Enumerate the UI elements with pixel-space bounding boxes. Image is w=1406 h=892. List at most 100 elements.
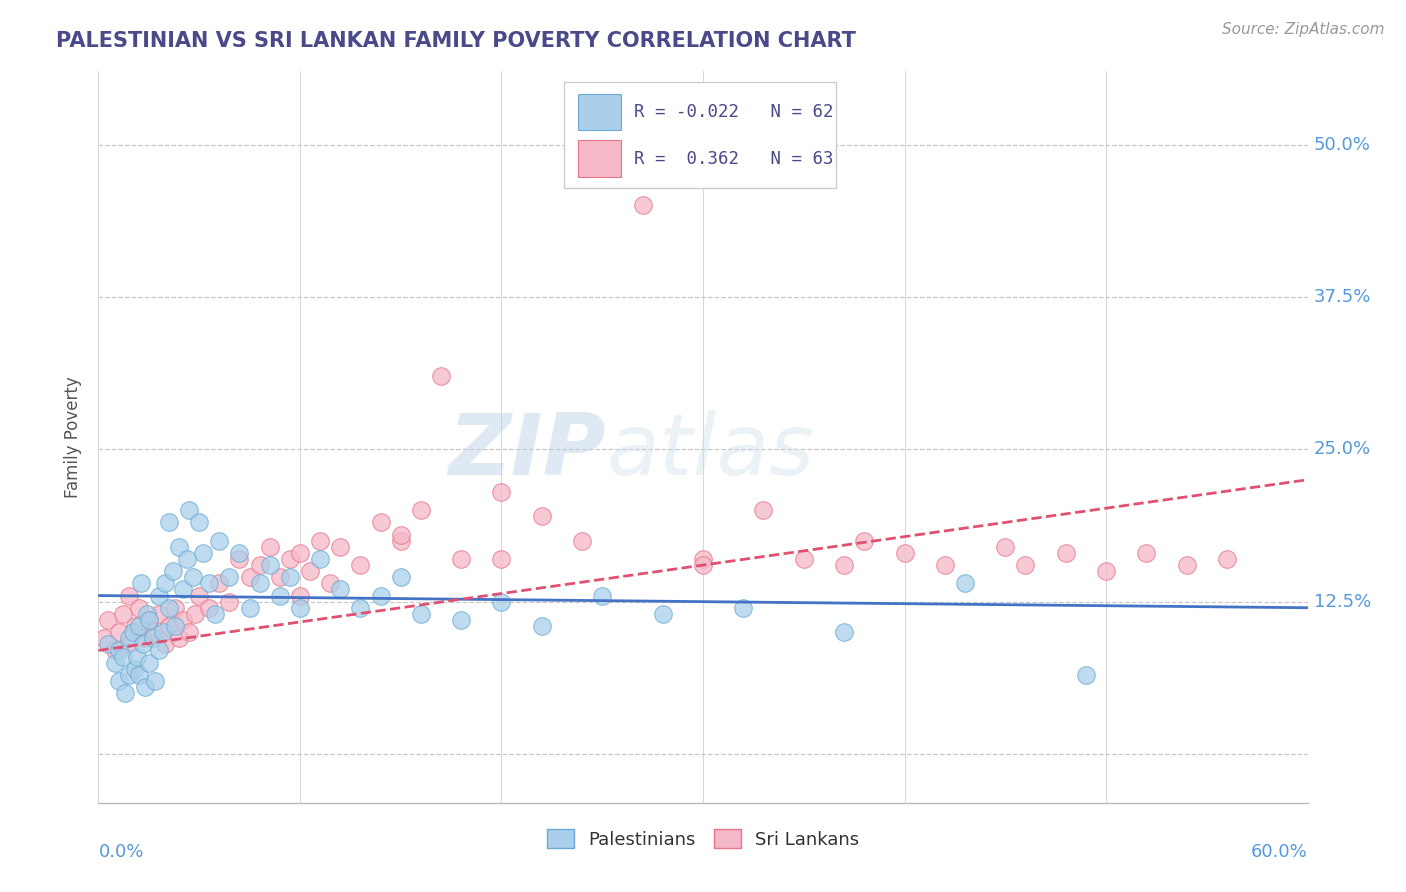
Point (97, 637, 120, 651)
Point (218, 594, 240, 608)
Point (228, 552, 250, 566)
Point (239, 570, 262, 584)
Point (167, 632, 190, 646)
Point (198, 576, 221, 591)
Point (329, 582, 352, 597)
Point (1175, 558, 1198, 573)
Point (269, 570, 291, 584)
Point (193, 546, 215, 560)
Point (409, 607, 432, 621)
Point (157, 516, 180, 530)
Point (135, 607, 157, 621)
Point (269, 589, 291, 603)
Point (309, 552, 332, 566)
Point (148, 643, 170, 657)
Legend: Palestinians, Sri Lankans: Palestinians, Sri Lankans (540, 822, 866, 856)
Text: R = -0.022   N = 62: R = -0.022 N = 62 (634, 103, 834, 121)
Point (530, 619, 553, 633)
FancyBboxPatch shape (578, 94, 621, 130)
Point (111, 649, 134, 664)
Point (124, 619, 146, 633)
Point (591, 589, 613, 603)
Point (389, 570, 412, 584)
Point (793, 552, 815, 566)
Point (1095, 564, 1118, 578)
Point (138, 656, 160, 670)
Point (118, 589, 141, 603)
Point (188, 589, 211, 603)
Point (107, 673, 129, 688)
Text: 12.5%: 12.5% (1313, 592, 1371, 611)
Point (208, 533, 231, 548)
Text: 60.0%: 60.0% (1251, 843, 1308, 861)
Point (631, 198, 654, 212)
Point (188, 516, 211, 530)
Point (179, 625, 201, 640)
Point (239, 600, 262, 615)
Point (181, 570, 204, 584)
Point (309, 533, 332, 548)
Point (893, 546, 915, 560)
Point (198, 600, 221, 615)
Point (370, 589, 392, 603)
Point (172, 582, 194, 597)
Point (530, 509, 553, 524)
Point (128, 667, 150, 681)
Text: atlas: atlas (606, 410, 814, 493)
Point (228, 546, 250, 560)
Point (153, 576, 176, 591)
Point (389, 527, 412, 541)
Point (121, 625, 143, 640)
Text: 0.0%: 0.0% (98, 843, 143, 861)
Point (118, 667, 141, 681)
Point (138, 613, 160, 627)
Text: 25.0%: 25.0% (1313, 441, 1371, 458)
Y-axis label: Family Poverty: Family Poverty (65, 376, 83, 498)
Point (370, 516, 392, 530)
Point (114, 686, 136, 700)
Point (93, 632, 115, 646)
Point (249, 576, 271, 591)
Point (651, 607, 673, 621)
Point (389, 533, 412, 548)
Point (278, 570, 301, 584)
Point (148, 607, 170, 621)
Point (319, 576, 342, 591)
Point (1054, 546, 1077, 560)
Text: PALESTINIAN VS SRI LANKAN FAMILY POVERTY CORRELATION CHART: PALESTINIAN VS SRI LANKAN FAMILY POVERTY… (56, 31, 856, 51)
Text: 50.0%: 50.0% (1313, 136, 1371, 153)
Point (142, 625, 165, 640)
Point (163, 600, 186, 615)
Point (208, 576, 231, 591)
Point (148, 589, 170, 603)
Point (288, 600, 311, 615)
Point (132, 637, 155, 651)
Text: R =  0.362   N = 63: R = 0.362 N = 63 (634, 150, 834, 168)
Point (103, 656, 125, 670)
Point (152, 625, 174, 640)
Point (107, 643, 129, 657)
Point (409, 503, 432, 517)
Point (329, 540, 352, 554)
Point (132, 632, 155, 646)
Point (1216, 552, 1239, 566)
Point (491, 594, 513, 608)
Point (134, 680, 156, 694)
Point (176, 552, 198, 566)
Point (111, 607, 134, 621)
Point (571, 533, 593, 548)
Point (752, 503, 775, 517)
Point (994, 540, 1017, 554)
Point (853, 533, 876, 548)
Point (491, 485, 513, 500)
FancyBboxPatch shape (564, 82, 837, 188)
Point (450, 552, 472, 566)
Point (157, 600, 180, 615)
Point (129, 576, 152, 591)
Text: Source: ZipAtlas.com: Source: ZipAtlas.com (1222, 22, 1385, 37)
Point (125, 649, 148, 664)
Point (288, 546, 311, 560)
Point (733, 600, 755, 615)
Text: ZIP: ZIP (449, 410, 606, 493)
Point (138, 613, 160, 627)
